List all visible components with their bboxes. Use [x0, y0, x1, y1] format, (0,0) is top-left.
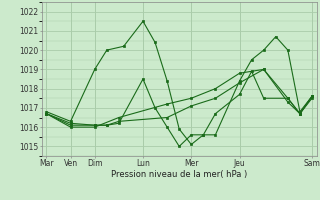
X-axis label: Pression niveau de la mer( hPa ): Pression niveau de la mer( hPa )	[111, 170, 247, 179]
